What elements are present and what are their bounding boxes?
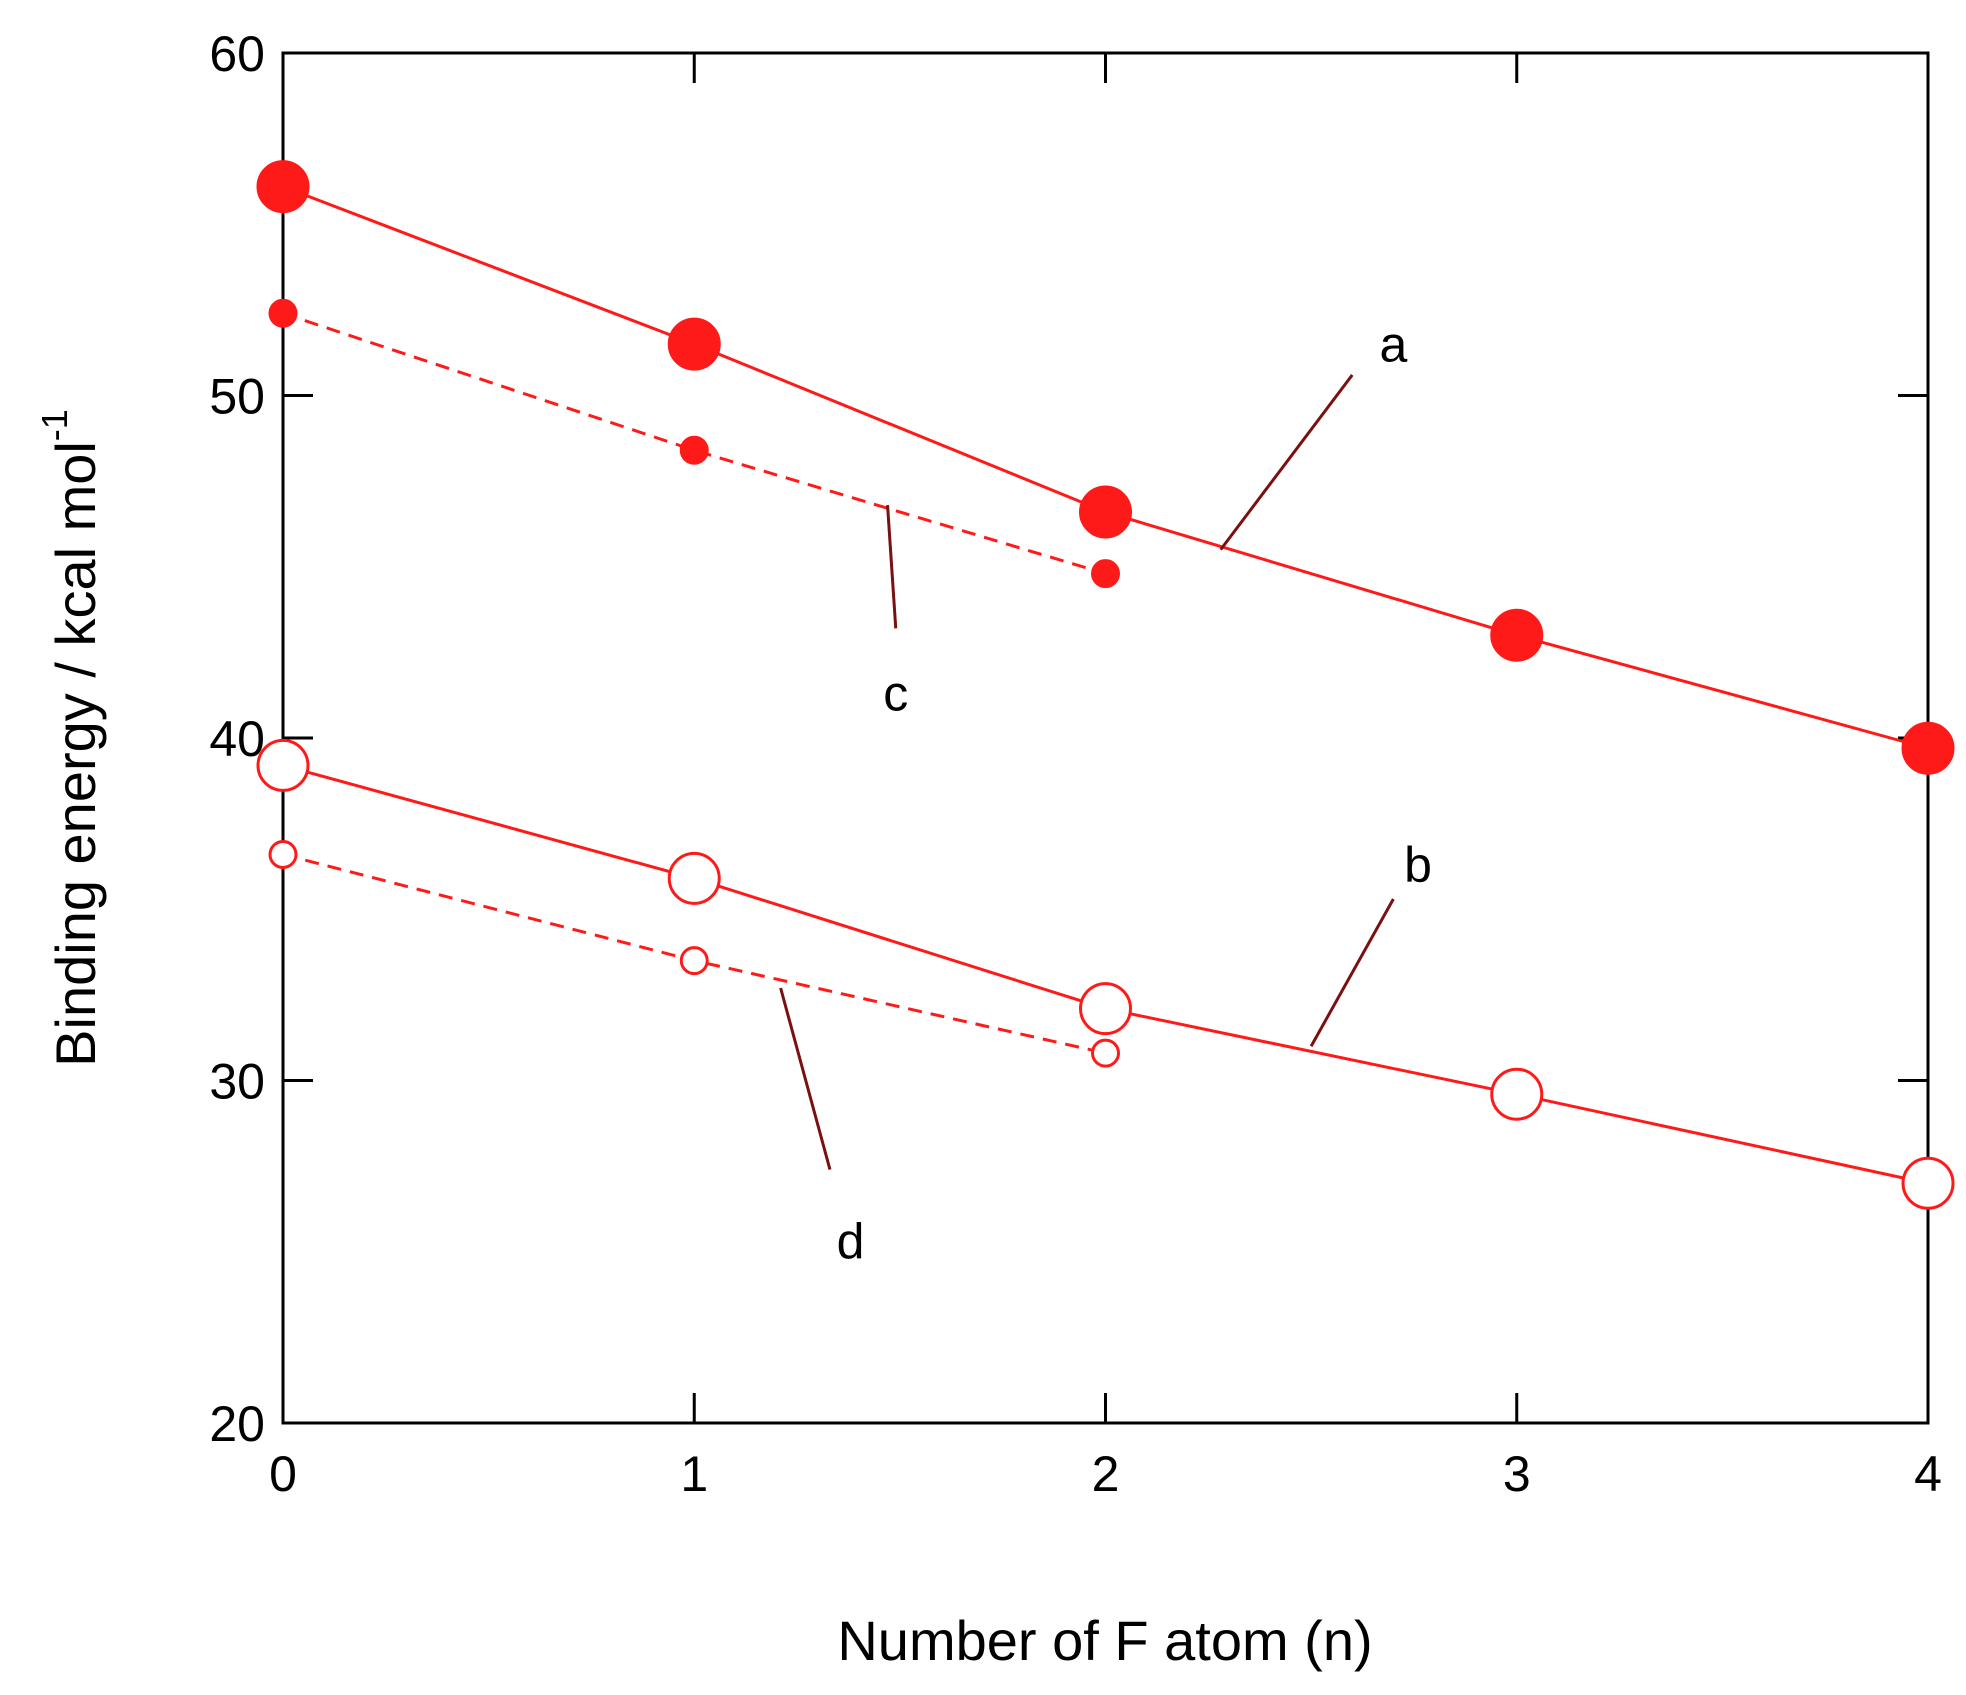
axis-ticks: [281, 51, 1930, 1425]
y-tick-label-1: 30: [209, 1054, 265, 1110]
series-a-point-3: [1490, 608, 1544, 662]
x-tick-label-4: 4: [1914, 1446, 1942, 1502]
series-layer: [256, 160, 1955, 1210]
series-a-label: a: [1379, 316, 1407, 372]
svg-text:Binding energy / kcal mol-1: Binding energy / kcal mol-1: [34, 409, 107, 1067]
plot-frame: [281, 51, 1930, 1425]
series-d-point-2: [1091, 1038, 1120, 1068]
x-tick-label-2: 2: [1092, 1446, 1120, 1502]
series-c-point-1: [679, 435, 709, 465]
y-tick-label-2: 40: [209, 711, 265, 767]
y-axis-title-group: Binding energy / kcal mol-1: [34, 409, 107, 1067]
series-c-label: c: [883, 666, 908, 722]
series-b-point-4: [1901, 1156, 1955, 1210]
series-a-leader-line: [1219, 374, 1354, 551]
series-a-point-4: [1901, 721, 1955, 775]
x-axis-title: Number of F atom (n): [837, 1609, 1372, 1672]
x-tick-label-0: 0: [269, 1446, 297, 1502]
series-c-leader-line: [886, 505, 898, 629]
series-d-label: d: [837, 1214, 865, 1270]
series-b-point-0: [256, 738, 310, 792]
series-b-point-2: [1079, 982, 1132, 1036]
y-tick-label-3: 50: [209, 369, 265, 425]
series-b-point-1: [667, 851, 721, 905]
x-tick-label-3: 3: [1503, 1446, 1531, 1502]
series-a-point-1: [667, 317, 721, 371]
x-tick-label-1: 1: [680, 1446, 708, 1502]
series-c-line: [282, 311, 1106, 576]
axis-tick-labels: 0 1 2 3 4 20 30 40 50 60: [209, 26, 1942, 1502]
series-b-label: b: [1404, 837, 1432, 893]
series-d-point-0: [268, 839, 298, 869]
series-c-point-2: [1091, 559, 1120, 589]
series-annotations: a b c d: [779, 316, 1432, 1270]
series-d-leader-line: [779, 987, 832, 1170]
series-b-line: [282, 763, 1929, 1185]
series-a-line: [282, 185, 1929, 750]
y-axis-title: Binding energy / kcal mol: [44, 441, 107, 1067]
series-a-point-0: [256, 160, 310, 214]
y-tick-label-0: 20: [209, 1396, 265, 1452]
series-c-point-0: [268, 298, 298, 328]
series-b-leader-line: [1309, 898, 1395, 1047]
series-a-point-2: [1079, 485, 1132, 539]
series-d-point-1: [679, 946, 709, 976]
y-axis-title-superscript: -1: [34, 409, 75, 441]
y-tick-label-4: 60: [209, 26, 265, 82]
series-b-point-3: [1490, 1067, 1544, 1121]
